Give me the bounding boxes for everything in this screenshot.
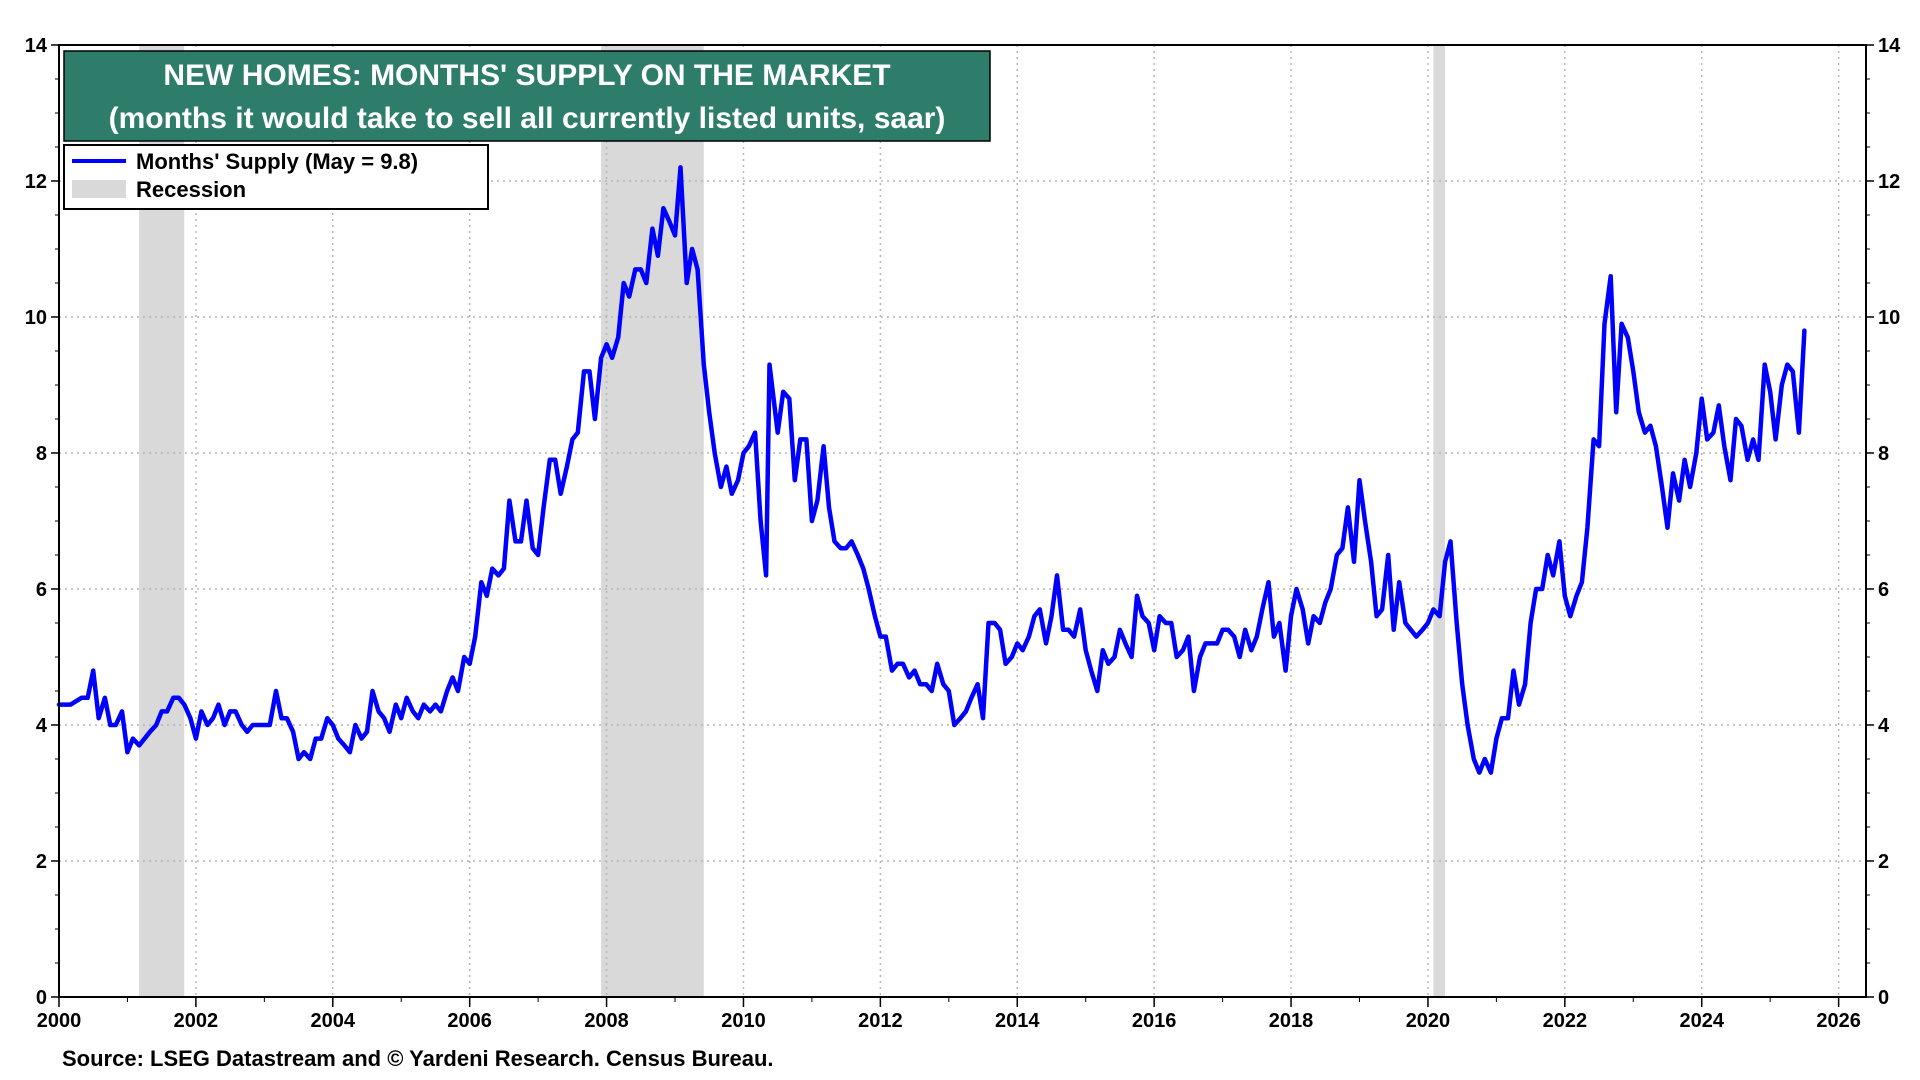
y-tick-label-left: 10 — [25, 307, 47, 329]
y-tick-label-right: 4 — [1878, 715, 1890, 737]
legend: Months' Supply (May = 9.8) Recession — [63, 144, 489, 210]
y-tick-label-right: 10 — [1878, 307, 1900, 329]
y-tick-label-left: 0 — [36, 987, 47, 1009]
x-tick-label: 2026 — [1816, 1010, 1861, 1032]
chart-subtitle: (months it would take to sell all curren… — [109, 102, 946, 135]
y-tick-label-right: 12 — [1878, 171, 1900, 193]
x-tick-label: 2020 — [1406, 1010, 1451, 1032]
y-tick-label-left: 12 — [25, 171, 47, 193]
title-box-background — [63, 50, 991, 142]
tick-labels: 0 0 2 2 4 4 6 6 8 8 10 10 12 12 14 14 2000 2002 2004 2006 20… — [25, 35, 1901, 1032]
chart-title: NEW HOMES: MONTHS' SUPPLY ON THE MARKET — [163, 59, 890, 92]
y-tick-label-left: 6 — [36, 579, 47, 601]
x-tick-label: 2000 — [37, 1010, 82, 1032]
y-tick-label-right: 2 — [1878, 851, 1889, 873]
x-tick-label: 2006 — [447, 1010, 492, 1032]
x-tick-label: 2022 — [1543, 1010, 1588, 1032]
source-note: Source: LSEG Datastream and © Yardeni Re… — [62, 1046, 774, 1071]
x-tick-label: 2010 — [721, 1010, 766, 1032]
grid-lines — [59, 45, 1866, 997]
series-line-months-supply — [56, 165, 1807, 775]
plot-frame — [58, 44, 1867, 998]
x-tick-label: 2008 — [584, 1010, 629, 1032]
title-box: NEW HOMES: MONTHS' SUPPLY ON THE MARKET … — [63, 50, 991, 142]
x-tick-label: 2012 — [858, 1010, 903, 1032]
legend-box — [63, 144, 489, 210]
legend-recession-swatch — [72, 180, 126, 198]
recession-band-2 — [601, 45, 704, 997]
y-tick-label-right: 8 — [1878, 443, 1889, 465]
series-layer — [56, 165, 1807, 775]
x-tick-label: 2016 — [1132, 1010, 1177, 1032]
axes — [51, 44, 1874, 1007]
x-tick-label: 2018 — [1269, 1010, 1314, 1032]
y-tick-label-left: 4 — [36, 715, 48, 737]
y-tick-label-right: 0 — [1878, 987, 1889, 1009]
y-tick-label-right: 14 — [1878, 35, 1901, 57]
y-tick-label-right: 6 — [1878, 579, 1889, 601]
legend-series-label: Months' Supply (May = 9.8) — [136, 149, 418, 174]
y-tick-label-left: 14 — [25, 35, 48, 57]
x-tick-label: 2024 — [1679, 1010, 1724, 1032]
x-tick-label: 2002 — [174, 1010, 219, 1032]
legend-recession-label: Recession — [136, 177, 246, 202]
x-tick-label: 2004 — [311, 1010, 356, 1032]
recession-band-3 — [1433, 45, 1446, 997]
x-tick-label: 2014 — [995, 1010, 1040, 1032]
y-tick-label-left: 8 — [36, 443, 47, 465]
y-tick-label-left: 2 — [36, 851, 47, 873]
